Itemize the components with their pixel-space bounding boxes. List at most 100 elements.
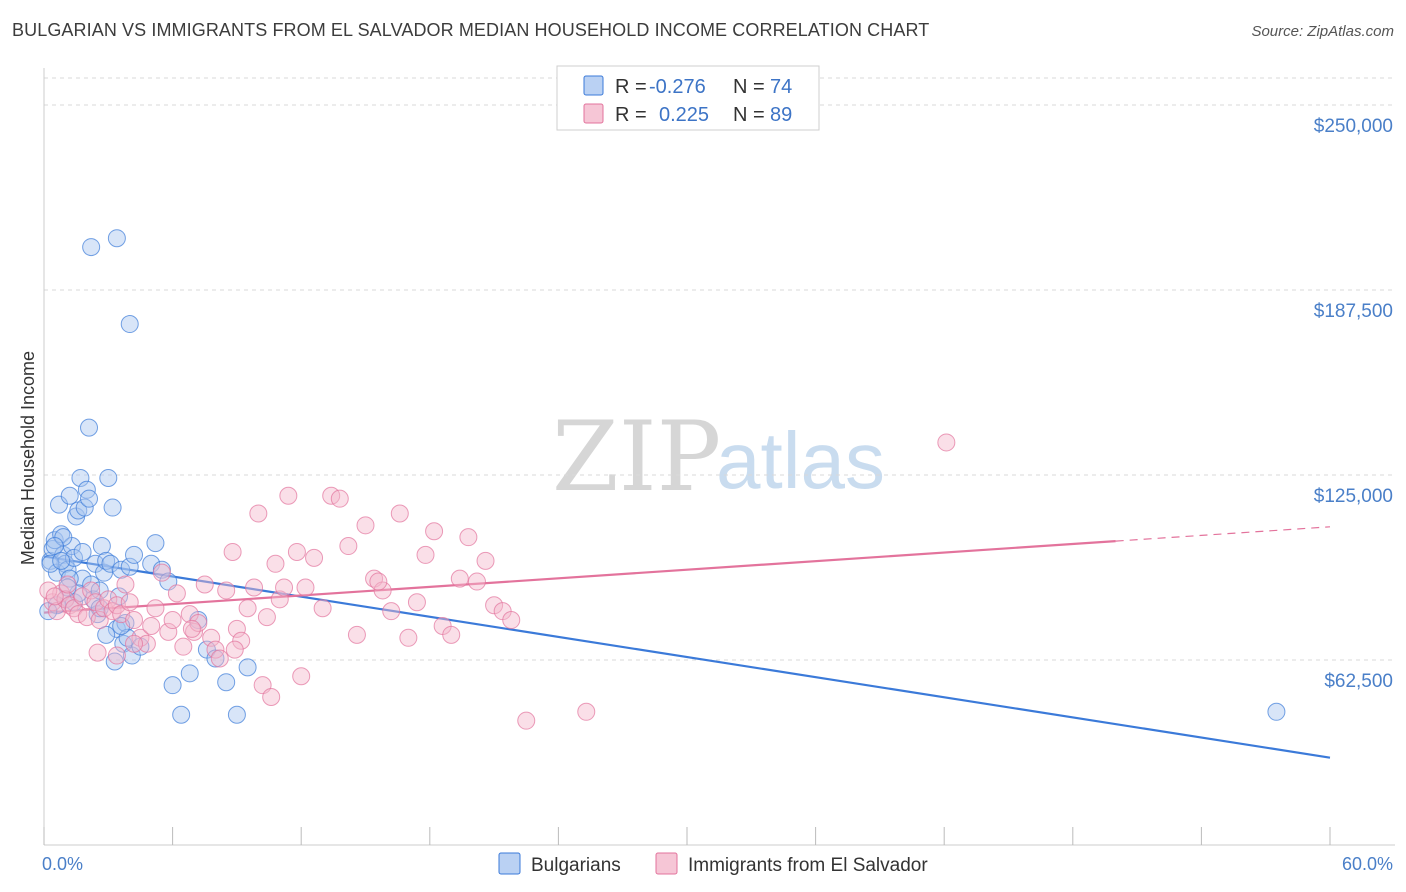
point-bulgarians [95,563,114,582]
y-tick-label: $187,500 [1314,301,1393,322]
point-bulgarians [163,676,182,695]
y-axis-label: Median Household Income [18,351,38,565]
point-bulgarians [110,587,129,606]
trend-line-bulgarians [43,555,1331,759]
x-tick-label-max: 60.0% [1342,854,1393,874]
point-bulgarians [52,551,71,570]
watermark-zip: ZIP [552,401,721,513]
point-bulgarians [97,625,116,644]
legend-n-label: N = [733,76,765,98]
point-el-salvador [373,581,392,600]
bottom-legend-swatch-el-salvador [655,852,678,875]
point-el-salvador [407,593,426,612]
point-el-salvador [206,640,225,659]
point-el-salvador [137,634,156,653]
point-el-salvador [296,578,315,597]
point-el-salvador [45,587,64,606]
point-el-salvador [245,578,264,597]
point-el-salvador [425,522,444,541]
point-el-salvador [167,584,186,603]
point-el-salvador [116,575,135,594]
point-el-salvador [88,643,107,662]
point-el-salvador [90,611,109,630]
point-el-salvador [152,563,171,582]
point-el-salvador [459,528,478,547]
legend-n-label: N = [733,104,765,126]
point-el-salvador [238,599,257,618]
point-el-salvador [339,537,358,556]
point-el-salvador [467,572,486,591]
point-bulgarians [92,537,111,556]
point-el-salvador [223,542,242,561]
point-bulgarians [71,468,90,487]
bottom-legend-label-el-salvador: Immigrants from El Salvador [688,855,928,876]
point-el-salvador [125,611,144,630]
point-el-salvador [142,616,161,635]
point-el-salvador [249,504,268,523]
point-el-salvador [163,611,182,630]
point-bulgarians [41,554,60,573]
point-el-salvador [502,611,521,630]
point-el-salvador [279,486,298,505]
legend-swatch-el-salvador [583,103,604,124]
point-bulgarians [227,705,246,724]
point-bulgarians [1267,702,1286,721]
point-el-salvador [450,569,469,588]
x-tick-label-min: 0.0% [42,854,83,874]
point-el-salvador [210,649,229,668]
point-bulgarians [172,705,191,724]
point-el-salvador [937,433,956,452]
point-bulgarians [75,498,94,517]
point-el-salvador [257,608,276,627]
point-bulgarians [60,486,79,505]
point-bulgarians [80,418,99,437]
point-el-salvador [262,688,281,706]
point-el-salvador [305,548,324,567]
bottom-legend-label-bulgarians: Bulgarians [531,855,621,876]
point-el-salvador [390,504,409,523]
trend-line-el-salvador [43,540,1116,614]
point-el-salvador [287,542,306,561]
trend-lines [43,526,1331,759]
y-tick-label: $250,000 [1314,116,1393,137]
point-bulgarians [80,489,99,508]
legend-r-label: R = [615,76,647,98]
point-el-salvador [266,554,285,573]
point-el-salvador [185,622,204,641]
chart-title: BULGARIAN VS IMMIGRANTS FROM EL SALVADOR… [12,20,930,40]
point-bulgarians [50,495,69,514]
y-tick-label: $62,500 [1324,671,1393,692]
point-el-salvador [399,628,418,647]
point-bulgarians [120,557,139,576]
point-bulgarians [73,542,92,561]
point-bulgarians [180,664,199,683]
legend-r-label: R = [615,104,647,126]
trend-line-el-salvador-extension [1115,526,1331,542]
point-bulgarians [58,560,77,579]
point-el-salvador [313,599,332,618]
point-el-salvador [275,578,294,597]
point-el-salvador [120,593,139,612]
legend-r-value-el-salvador: 0.225 [659,104,709,126]
scatter-points [39,229,1286,730]
point-bulgarians [101,554,120,573]
point-el-salvador [330,489,349,508]
point-bulgarians [52,525,71,544]
point-el-salvador [232,631,251,650]
point-el-salvador [227,619,246,638]
legend-n-value-el-salvador: 89 [770,104,792,126]
source-label: Source: ZipAtlas.com [1251,23,1394,40]
bottom-legend-swatch-bulgarians [498,852,521,875]
legend-r-value-bulgarians: -0.276 [649,76,706,98]
point-el-salvador [107,646,126,665]
point-bulgarians [120,315,139,334]
point-bulgarians [77,480,96,499]
point-el-salvador [225,640,244,659]
point-el-salvador [476,551,495,570]
point-el-salvador [182,619,201,638]
stats-legend: R = -0.276 N = 74 R = 0.225 N = 89 [556,65,820,131]
legend-swatch-bulgarians [583,75,604,96]
y-tick-label: $125,000 [1314,486,1393,507]
point-el-salvador [125,634,144,653]
